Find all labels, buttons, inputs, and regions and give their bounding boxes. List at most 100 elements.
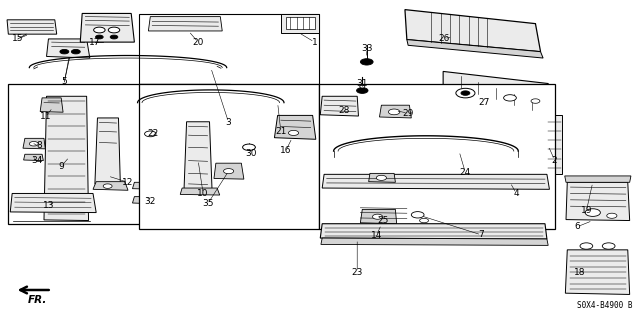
Polygon shape bbox=[322, 174, 549, 189]
Polygon shape bbox=[443, 71, 551, 116]
Text: 10: 10 bbox=[197, 189, 209, 198]
Polygon shape bbox=[8, 84, 230, 224]
Polygon shape bbox=[320, 224, 547, 239]
Text: 2: 2 bbox=[552, 156, 558, 164]
Text: 3: 3 bbox=[226, 118, 232, 127]
Polygon shape bbox=[140, 84, 319, 228]
Text: 25: 25 bbox=[377, 216, 389, 225]
Circle shape bbox=[461, 91, 470, 95]
Text: 23: 23 bbox=[352, 268, 363, 277]
Circle shape bbox=[223, 169, 234, 174]
Polygon shape bbox=[180, 188, 219, 195]
Circle shape bbox=[242, 144, 255, 150]
Polygon shape bbox=[321, 238, 548, 245]
Circle shape bbox=[108, 27, 120, 33]
Circle shape bbox=[103, 184, 112, 188]
Circle shape bbox=[60, 50, 69, 54]
Polygon shape bbox=[405, 204, 437, 225]
Text: 28: 28 bbox=[339, 106, 350, 115]
Text: 9: 9 bbox=[58, 162, 64, 171]
Circle shape bbox=[602, 243, 615, 249]
Polygon shape bbox=[95, 118, 121, 186]
Text: 6: 6 bbox=[574, 222, 580, 231]
Polygon shape bbox=[354, 203, 412, 225]
Text: 35: 35 bbox=[202, 199, 213, 208]
Text: 32: 32 bbox=[145, 197, 156, 206]
Polygon shape bbox=[93, 182, 128, 190]
Circle shape bbox=[607, 213, 617, 218]
Text: 11: 11 bbox=[40, 113, 51, 122]
Polygon shape bbox=[40, 98, 63, 112]
Text: 14: 14 bbox=[371, 231, 382, 240]
Polygon shape bbox=[47, 39, 90, 58]
Circle shape bbox=[29, 141, 38, 146]
Polygon shape bbox=[360, 209, 397, 224]
Circle shape bbox=[389, 109, 400, 115]
Text: 5: 5 bbox=[61, 77, 67, 86]
Text: 24: 24 bbox=[460, 168, 471, 177]
Circle shape bbox=[420, 218, 429, 223]
Polygon shape bbox=[369, 173, 396, 182]
Text: 27: 27 bbox=[479, 98, 490, 107]
Polygon shape bbox=[80, 13, 135, 42]
Polygon shape bbox=[281, 14, 319, 33]
Polygon shape bbox=[405, 10, 540, 52]
Polygon shape bbox=[23, 138, 45, 149]
Polygon shape bbox=[24, 154, 43, 161]
Circle shape bbox=[94, 27, 105, 33]
Polygon shape bbox=[565, 176, 631, 182]
Text: 19: 19 bbox=[581, 206, 592, 215]
Text: 8: 8 bbox=[36, 141, 41, 150]
Polygon shape bbox=[10, 194, 96, 212]
Text: 7: 7 bbox=[478, 230, 484, 239]
Circle shape bbox=[503, 95, 516, 101]
Text: 17: 17 bbox=[89, 38, 101, 47]
Polygon shape bbox=[149, 17, 222, 31]
Circle shape bbox=[145, 131, 156, 137]
Polygon shape bbox=[133, 197, 159, 204]
Text: 26: 26 bbox=[438, 34, 449, 43]
Circle shape bbox=[96, 35, 103, 39]
Polygon shape bbox=[140, 14, 319, 84]
Polygon shape bbox=[274, 116, 316, 139]
Text: 20: 20 bbox=[192, 38, 204, 47]
Circle shape bbox=[357, 88, 368, 93]
Polygon shape bbox=[380, 105, 412, 118]
Circle shape bbox=[456, 88, 475, 98]
Polygon shape bbox=[565, 250, 630, 294]
Circle shape bbox=[585, 209, 600, 216]
Text: 34: 34 bbox=[31, 156, 43, 164]
Polygon shape bbox=[184, 122, 212, 190]
Polygon shape bbox=[44, 96, 89, 220]
Text: 30: 30 bbox=[245, 149, 256, 158]
Text: 4: 4 bbox=[514, 189, 519, 198]
Circle shape bbox=[360, 85, 365, 88]
Circle shape bbox=[580, 243, 593, 249]
Circle shape bbox=[71, 50, 80, 54]
Polygon shape bbox=[547, 116, 562, 174]
Text: FR.: FR. bbox=[28, 295, 47, 305]
Circle shape bbox=[412, 212, 424, 218]
Text: S0X4-B4900 B: S0X4-B4900 B bbox=[577, 301, 632, 310]
Text: 29: 29 bbox=[403, 109, 414, 118]
Polygon shape bbox=[7, 20, 57, 34]
Text: 33: 33 bbox=[361, 44, 373, 53]
Text: 18: 18 bbox=[574, 268, 586, 277]
Circle shape bbox=[376, 175, 387, 180]
Polygon shape bbox=[133, 182, 159, 189]
Polygon shape bbox=[320, 96, 359, 116]
Circle shape bbox=[360, 59, 373, 65]
Text: 22: 22 bbox=[148, 129, 159, 138]
Polygon shape bbox=[140, 129, 167, 138]
Polygon shape bbox=[566, 182, 630, 220]
Circle shape bbox=[531, 99, 540, 103]
Text: 1: 1 bbox=[312, 38, 318, 47]
Polygon shape bbox=[214, 163, 244, 179]
Polygon shape bbox=[319, 84, 554, 228]
Circle shape bbox=[110, 35, 118, 39]
Polygon shape bbox=[286, 17, 315, 29]
Circle shape bbox=[373, 214, 383, 219]
Circle shape bbox=[288, 130, 299, 135]
Text: 12: 12 bbox=[122, 178, 134, 187]
Text: 31: 31 bbox=[357, 79, 368, 88]
